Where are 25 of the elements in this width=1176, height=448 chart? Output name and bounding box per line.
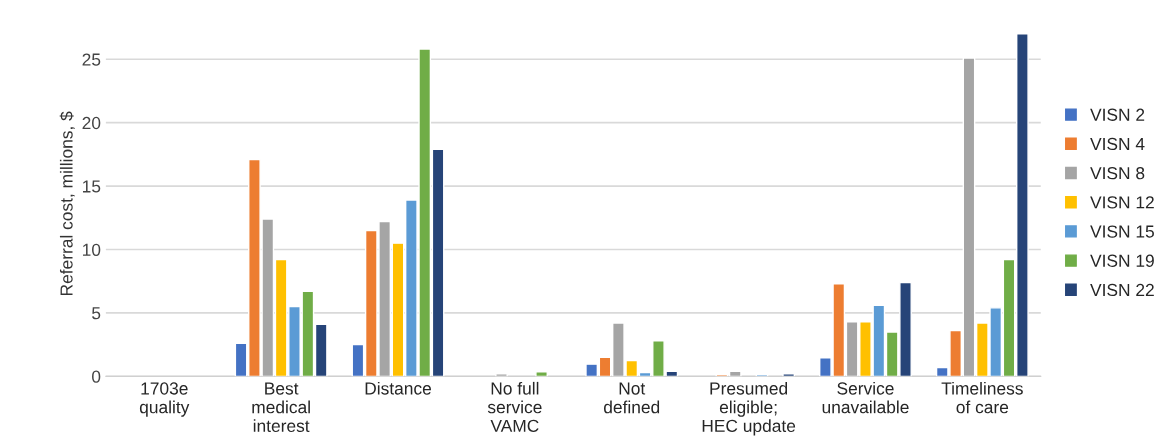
- y-tick-label: 10: [82, 243, 101, 256]
- y-tick-label: 15: [82, 180, 101, 193]
- y-tick-label: 20: [82, 116, 101, 130]
- legend-label: VISN 4: [1090, 137, 1145, 151]
- y-tick-label: 25: [82, 53, 101, 66]
- x-tick-label: Distance: [365, 381, 432, 395]
- y-tick-label: 0: [92, 370, 101, 383]
- y-tick-label: 5: [92, 307, 101, 320]
- x-tick-label: No full service VAMC: [487, 381, 542, 433]
- legend-label: VISN 12: [1090, 196, 1154, 209]
- bar: [535, 371, 548, 377]
- legend-label: VISN 22: [1090, 283, 1154, 297]
- legend-label: VISN 15: [1090, 225, 1154, 238]
- legend-label: VISN 8: [1090, 167, 1145, 180]
- bar: [782, 373, 796, 377]
- x-tick-label: Presumed eligible; HEC update: [702, 381, 796, 436]
- x-tick-label: Timeliness of care: [941, 381, 1023, 414]
- x-tick-label: 1703e quality: [139, 382, 190, 417]
- bar: [495, 373, 508, 377]
- legend-label: VISN 2: [1090, 108, 1145, 121]
- x-tick-label: Not defined: [603, 382, 660, 414]
- x-tick-label: Service unavailable: [822, 381, 909, 414]
- y-axis-title: Referral cost, millions, $: [59, 111, 75, 296]
- legend-label: VISN 19: [1090, 254, 1154, 267]
- x-tick-label: Best medical interest: [252, 382, 310, 433]
